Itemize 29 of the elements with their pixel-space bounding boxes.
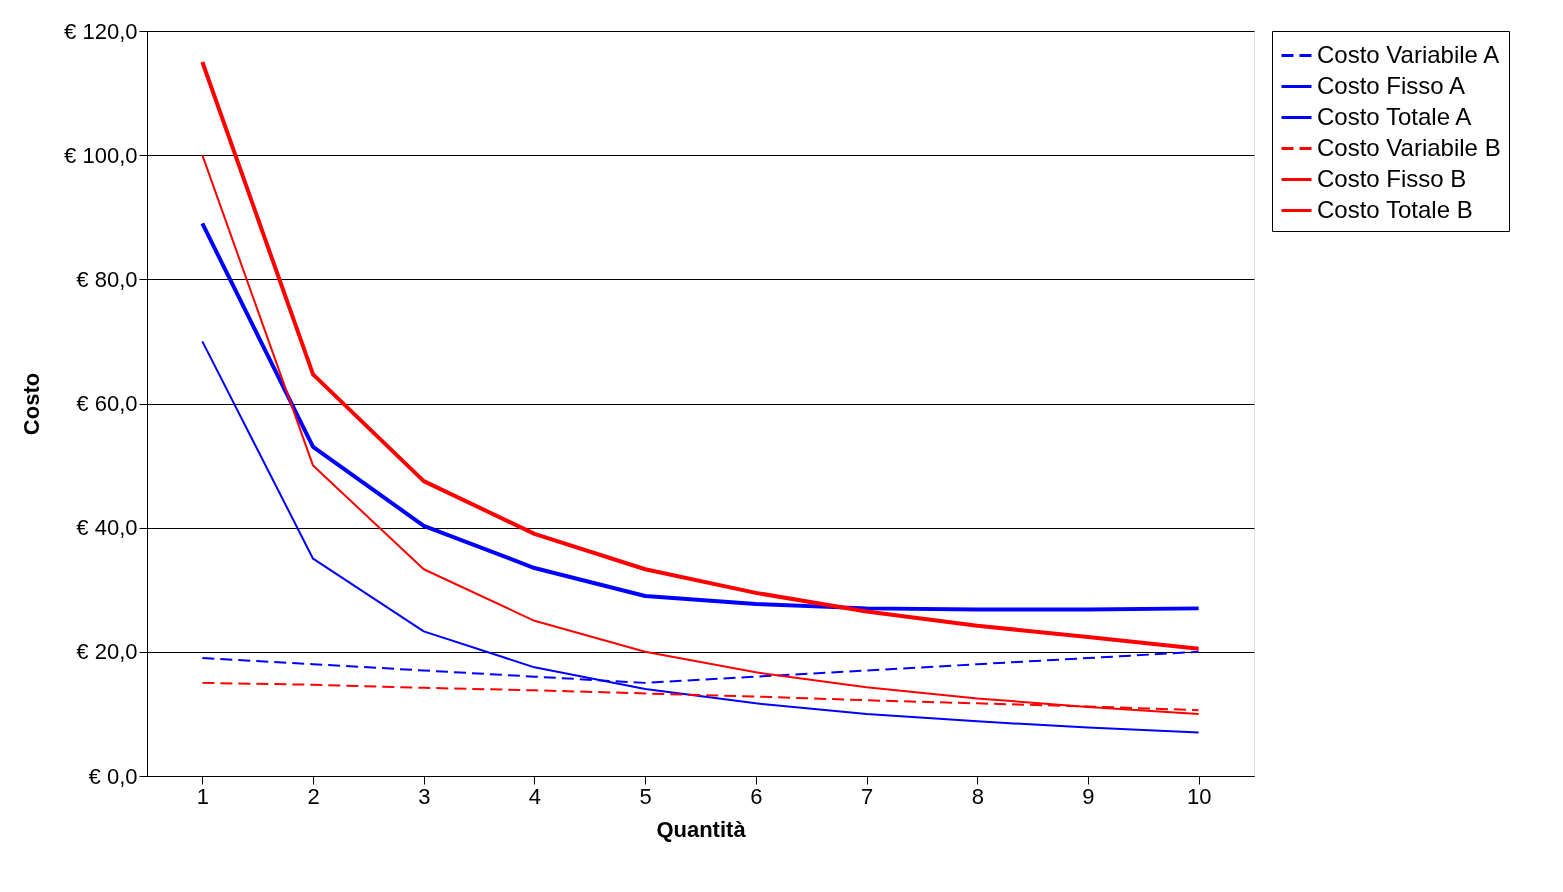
x-tick-label: 6	[750, 783, 763, 809]
line-series	[201, 154, 1200, 715]
x-tick-label: 3	[418, 783, 431, 809]
line-series	[200, 60, 1201, 651]
x-tick-label: 8	[971, 783, 984, 809]
y-tick-label: € 80,0	[76, 266, 138, 292]
x-tick-label: 10	[1186, 783, 1212, 809]
line-series	[201, 340, 1200, 734]
y-tick-label: € 20,0	[76, 639, 138, 665]
x-axis-title: Quantità	[656, 816, 747, 842]
y-tick-label: € 60,0	[76, 391, 138, 416]
legend-label: Costo Totale A	[1317, 102, 1472, 130]
y-tick-label: € 100,0	[64, 142, 138, 168]
legend-label: Costo Totale B	[1317, 195, 1473, 223]
x-tick-label: 1	[196, 783, 209, 809]
legend-label: Costo Variabile B	[1317, 133, 1501, 161]
legend-label: Costo Variabile A	[1317, 40, 1500, 68]
y-tick-label: € 40,0	[76, 515, 138, 541]
line-series	[200, 221, 1201, 612]
x-tick-label: 7	[860, 783, 874, 809]
x-tick-label: 4	[528, 783, 542, 809]
x-tick-label: 5	[639, 783, 652, 809]
y-tick-label: € 120,0	[64, 18, 138, 44]
y-tick-label: € 0,0	[88, 763, 138, 789]
legend-label: Costo Fisso A	[1317, 71, 1466, 99]
y-axis-title: Costo	[19, 372, 45, 436]
x-tick-label: 9	[1082, 783, 1095, 809]
legend-label: Costo Fisso B	[1317, 164, 1467, 192]
x-tick-label: 2	[307, 783, 320, 809]
